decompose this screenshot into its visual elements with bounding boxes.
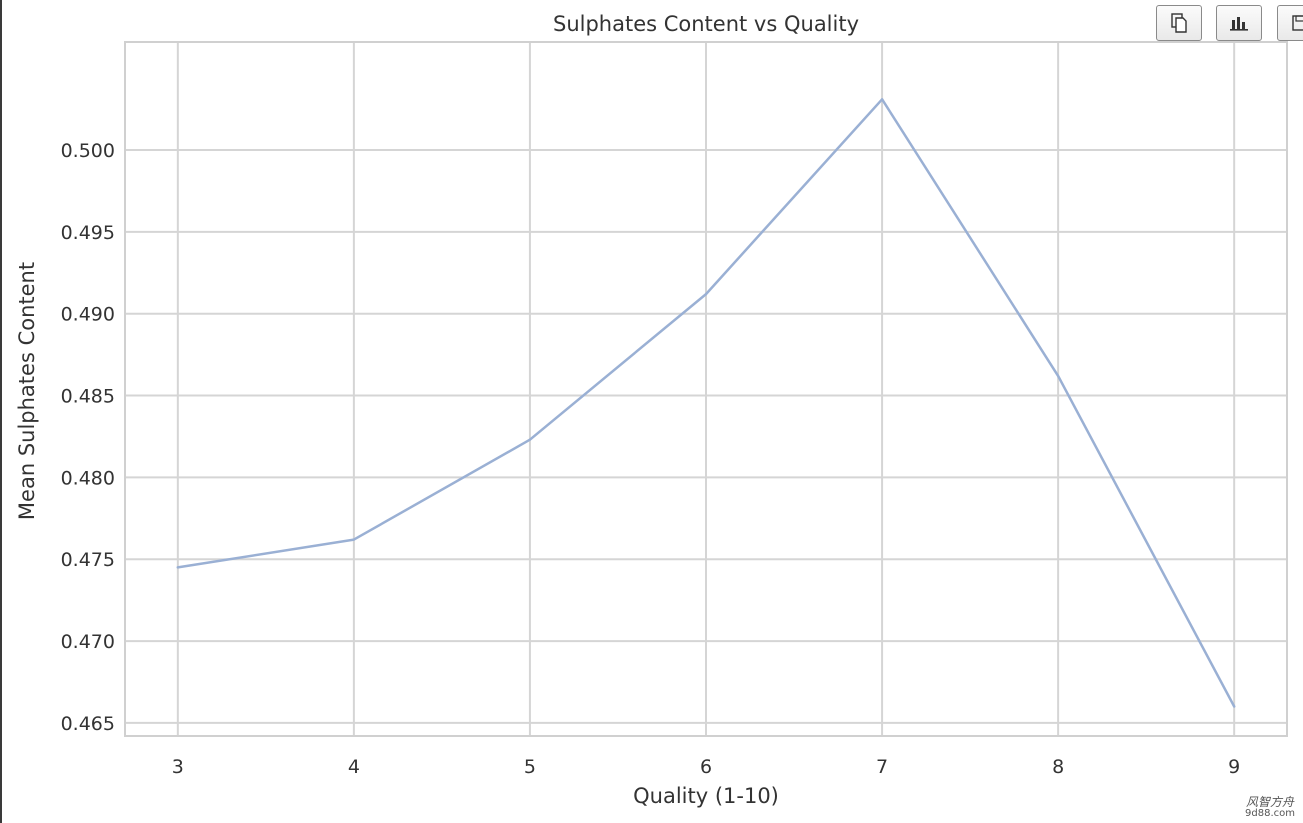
x-tick-label: 8 xyxy=(1052,756,1064,778)
copy-button[interactable] xyxy=(1156,5,1202,41)
watermark-line1: 风智方舟 xyxy=(1246,795,1295,809)
y-tick-label: 0.475 xyxy=(61,549,115,571)
y-tick-label: 0.495 xyxy=(61,222,115,244)
x-tick-label: 5 xyxy=(524,756,536,778)
copy-icon xyxy=(1171,13,1187,33)
save-icon xyxy=(1292,15,1303,31)
window-edge xyxy=(0,0,2,823)
y-tick-label: 0.485 xyxy=(61,386,115,408)
x-tick-label: 9 xyxy=(1228,756,1240,778)
y-tick-label: 0.470 xyxy=(61,631,115,653)
grid xyxy=(125,42,1287,736)
x-tick-label: 3 xyxy=(172,756,184,778)
watermark-line2: 9d88.com xyxy=(1245,808,1295,819)
save-button[interactable] xyxy=(1277,5,1303,41)
x-axis-ticks: 3 4 5 6 7 8 9 xyxy=(172,756,1240,778)
y-tick-label: 0.480 xyxy=(61,467,115,489)
chart-view-button[interactable] xyxy=(1216,5,1262,41)
series-line xyxy=(176,98,1236,708)
y-axis-ticks: 0.465 0.470 0.475 0.480 0.485 0.490 0.495 0.500 xyxy=(61,140,115,735)
y-axis-label: Mean Sulphates Content xyxy=(15,262,39,520)
y-tick-label: 0.465 xyxy=(61,713,115,735)
chart-toolbar xyxy=(1156,5,1303,43)
x-axis-label: Quality (1-10) xyxy=(633,784,779,808)
x-tick-label: 7 xyxy=(876,756,888,778)
plot-frame xyxy=(124,41,1288,737)
watermark: 风智方舟 9d88.com xyxy=(1245,796,1295,820)
x-tick-label: 4 xyxy=(348,756,360,778)
y-tick-label: 0.490 xyxy=(61,304,115,326)
y-tick-label: 0.500 xyxy=(61,140,115,162)
chart-title: Sulphates Content vs Quality xyxy=(553,12,859,36)
bar-chart-icon xyxy=(1230,17,1248,31)
x-tick-label: 6 xyxy=(700,756,712,778)
